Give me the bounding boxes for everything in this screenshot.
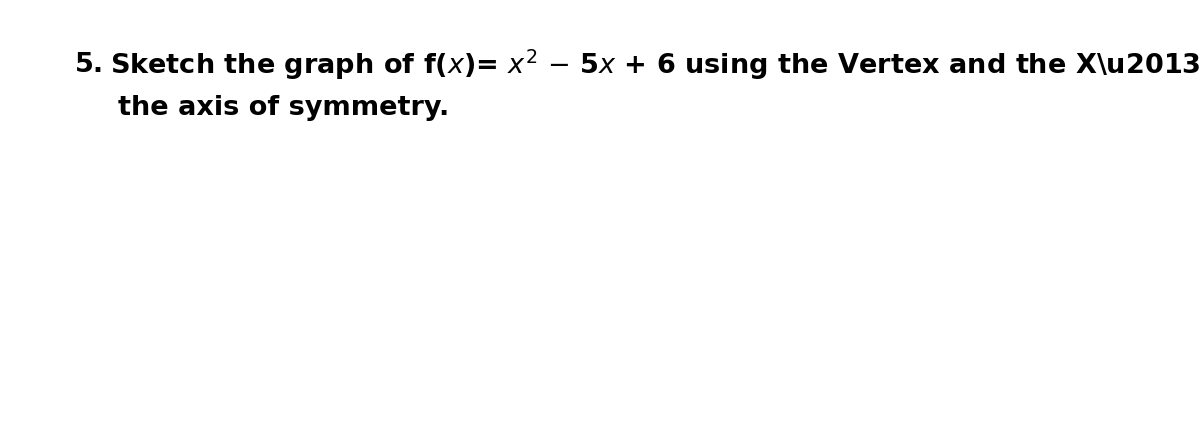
- Text: the axis of symmetry.: the axis of symmetry.: [118, 95, 449, 121]
- Text: 5.: 5.: [74, 52, 104, 78]
- Text: Sketch the graph of f($\mathit{x}$)= $\mathit{x}^2$ $-$ 5$\mathit{x}$ + 6 using : Sketch the graph of f($\mathit{x}$)= $\m…: [110, 48, 1200, 82]
